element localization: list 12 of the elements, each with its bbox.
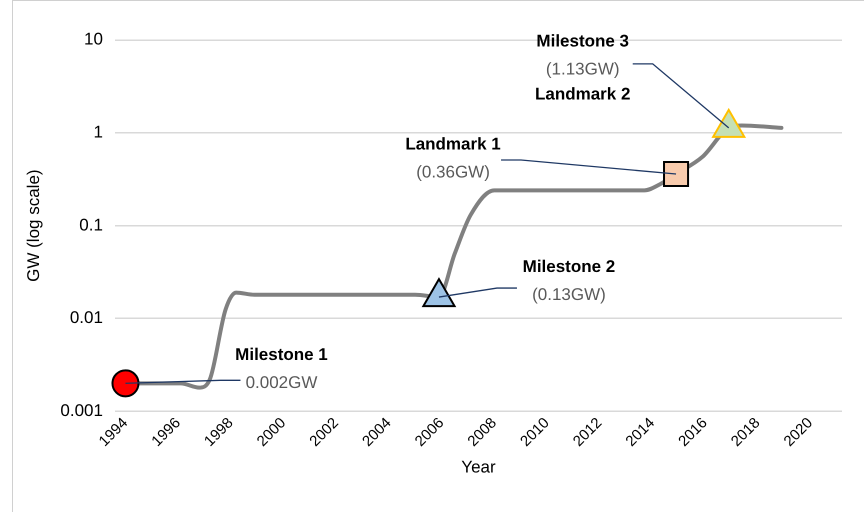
annotation: Milestone 2 (0.13GW) xyxy=(522,256,616,304)
annotation: Milestone 3 (1.13GW) xyxy=(536,32,630,79)
y-axis-title: GW (log scale) xyxy=(24,169,43,282)
x-axis-title: Year xyxy=(461,457,496,476)
annotation: Landmark 2 xyxy=(535,84,630,104)
annotation: Milestone 1 0.002GW xyxy=(235,345,328,392)
y-tick-label: 0.1 xyxy=(79,215,103,234)
annotation: Landmark 1 (0.36GW) xyxy=(405,134,501,182)
y-tick-label: 1 xyxy=(93,122,103,142)
y-tick-label: 0.001 xyxy=(60,400,103,420)
y-tick-label: 10 xyxy=(84,30,103,49)
y-tick-label: 0.01 xyxy=(70,308,103,328)
